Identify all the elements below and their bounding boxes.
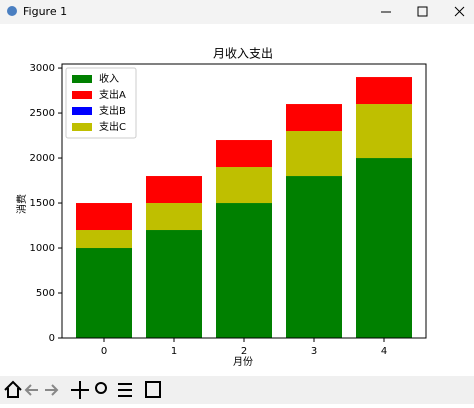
app-icon: [7, 6, 17, 16]
y-tick-label: 2500: [30, 108, 55, 119]
legend-label: 支出B: [99, 104, 126, 117]
legend-swatch: [72, 123, 92, 131]
bar: [76, 248, 132, 338]
legend-swatch: [72, 91, 92, 99]
close-button[interactable]: [454, 6, 465, 17]
x-tick-label: 3: [311, 346, 317, 357]
bar: [216, 167, 272, 204]
bar: [356, 104, 412, 159]
legend-swatch: [72, 75, 92, 83]
back-button[interactable]: [24, 384, 38, 396]
x-tick-label: 4: [381, 346, 387, 357]
bar: [146, 176, 202, 204]
bar: [76, 230, 132, 249]
y-tick-label: 0: [49, 333, 55, 344]
legend-label: 支出C: [99, 120, 126, 133]
bar: [356, 77, 412, 105]
y-tick-label: 2000: [30, 153, 55, 164]
configure-button[interactable]: [118, 383, 132, 397]
bar: [286, 176, 342, 338]
y-axis-label: 消费: [15, 194, 28, 214]
window-title: Figure 1: [23, 5, 67, 18]
pan-button[interactable]: [71, 381, 89, 399]
y-tick-label: 1000: [30, 243, 55, 254]
x-tick-label: 0: [101, 346, 107, 357]
y-tick-label: 500: [36, 288, 55, 299]
maximize-button[interactable]: [417, 6, 428, 17]
axes-frame: [61, 63, 427, 339]
forward-button[interactable]: [45, 384, 59, 396]
legend-label: 支出A: [99, 88, 126, 101]
x-tick-label: 1: [171, 346, 177, 357]
home-button[interactable]: [4, 380, 22, 398]
legend-swatch: [72, 107, 92, 115]
save-button[interactable]: [145, 381, 161, 398]
bar: [146, 203, 202, 231]
legend-box: [65, 67, 137, 139]
x-axis-label: 月份: [233, 356, 253, 368]
legend-label: 收入: [99, 72, 119, 85]
bar: [286, 104, 342, 132]
bar: [286, 131, 342, 177]
bar: [216, 203, 272, 338]
y-tick-label: 1500: [30, 198, 55, 209]
bar: [76, 203, 132, 231]
x-tick-label: 2: [241, 346, 247, 357]
zoom-button[interactable]: [95, 382, 107, 394]
title-bar: [0, 0, 474, 24]
bar: [146, 230, 202, 338]
bar: [216, 140, 272, 168]
y-tick-label: 3000: [30, 63, 55, 74]
chart-title: 月收入支出: [213, 47, 273, 61]
bar: [356, 158, 412, 338]
